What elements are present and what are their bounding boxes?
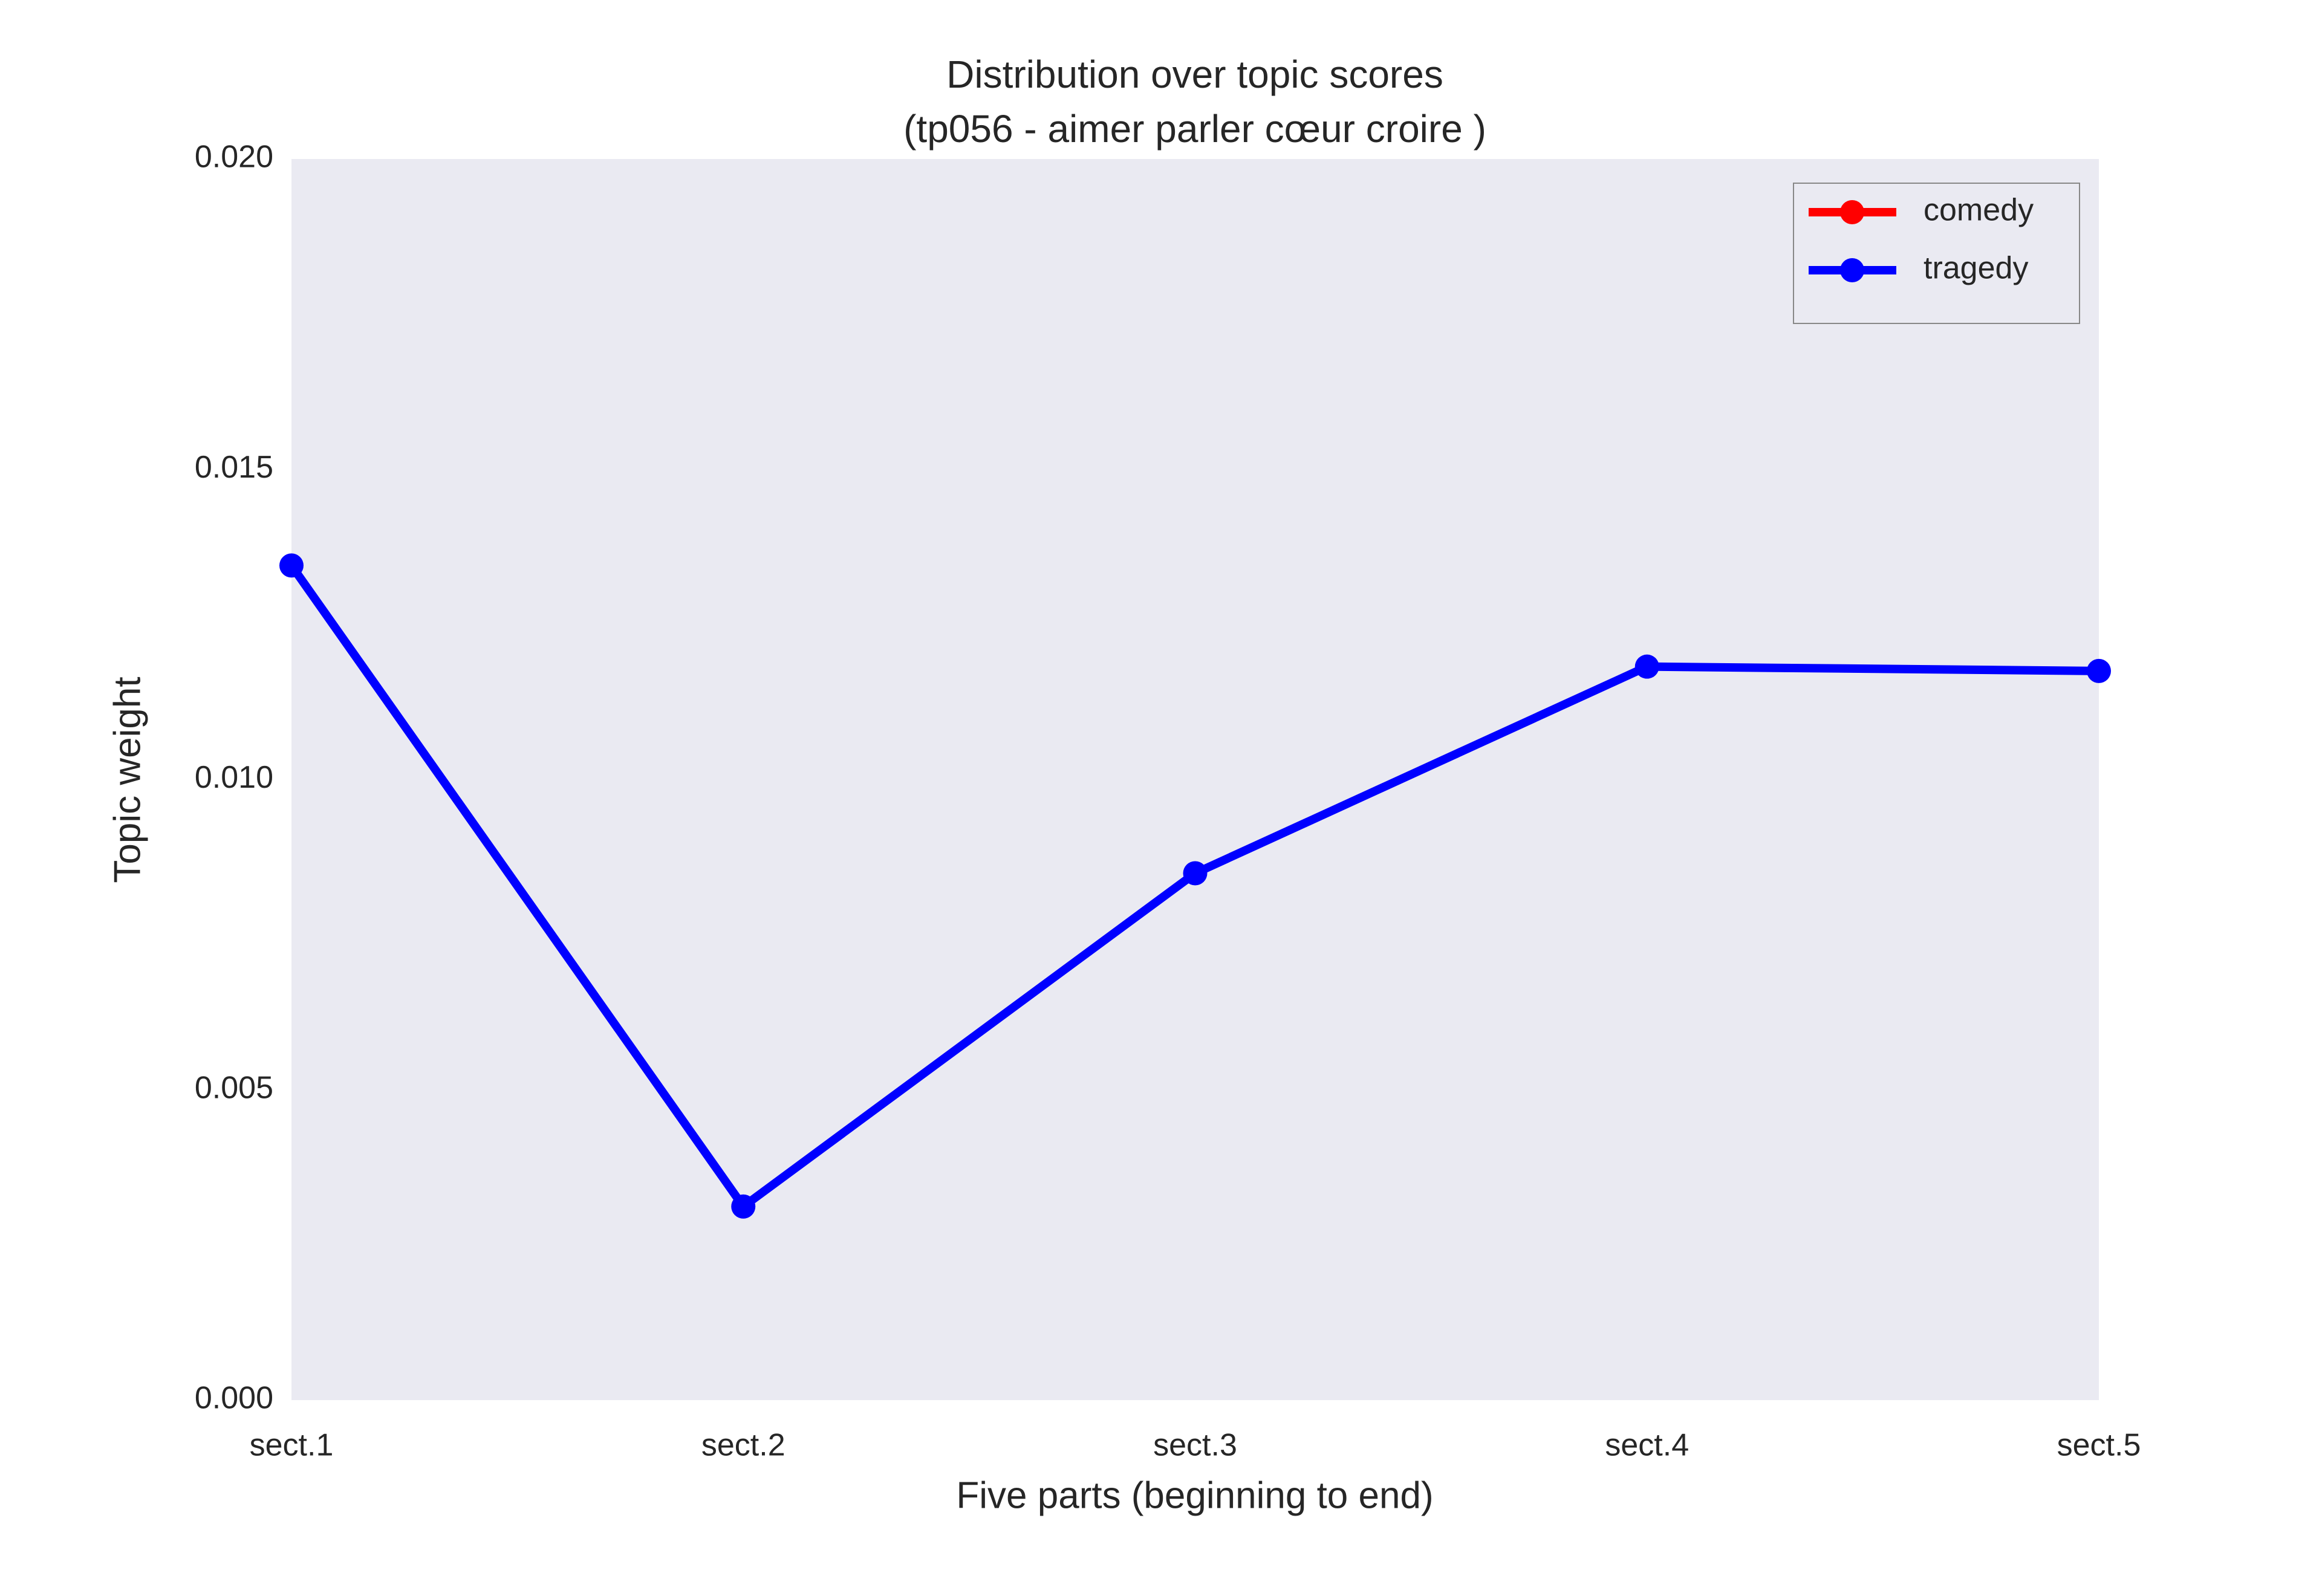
data-point <box>279 553 304 578</box>
x-tick-label: sect.3 <box>1153 1428 1237 1463</box>
x-tick-label: sect.5 <box>2057 1428 2141 1463</box>
legend-label: comedy <box>1924 193 2034 228</box>
y-axis-label: Topic weight <box>106 676 148 883</box>
legend-marker <box>1840 258 1864 282</box>
data-point <box>1634 654 1659 679</box>
data-point <box>2087 658 2111 683</box>
data-point <box>731 1194 756 1219</box>
legend-label: tragedy <box>1924 251 2028 286</box>
y-tick-label: 0.005 <box>195 1070 273 1105</box>
x-tick-label: sect.1 <box>250 1428 334 1463</box>
legend-box <box>1793 183 2080 324</box>
plot-area <box>291 159 2099 1400</box>
x-tick-label: sect.2 <box>701 1428 785 1463</box>
y-tick-label: 0.000 <box>195 1381 273 1416</box>
y-tick-label: 0.015 <box>195 450 273 485</box>
chart-subtitle: (tp056 - aimer parler cœur croire ) <box>903 107 1486 151</box>
data-point <box>1183 861 1208 886</box>
y-tick-label: 0.010 <box>195 760 273 795</box>
x-axis-label: Five parts (beginning to end) <box>956 1474 1433 1516</box>
x-tick-label: sect.4 <box>1605 1428 1689 1463</box>
y-tick-label: 0.020 <box>195 140 273 175</box>
chart-title: Distribution over topic scores <box>946 53 1443 96</box>
legend-marker <box>1840 200 1864 224</box>
